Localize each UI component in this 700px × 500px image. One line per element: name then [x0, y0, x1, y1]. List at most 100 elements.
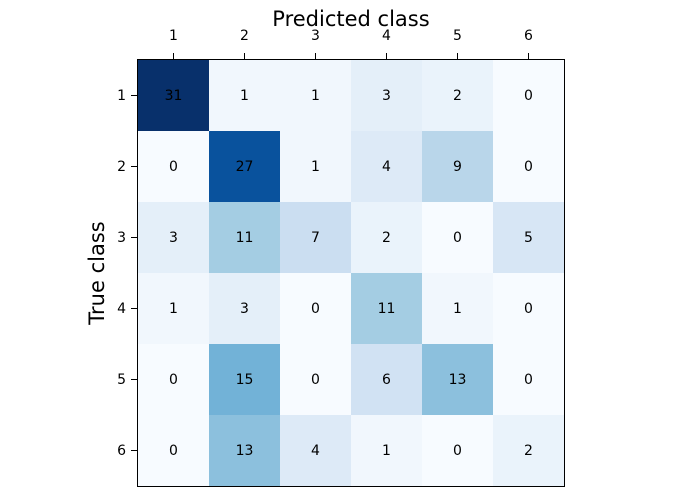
- y-tick-mark: [131, 308, 137, 309]
- x-tick-label: 6: [524, 28, 533, 44]
- y-tick-mark: [131, 95, 137, 96]
- cell-value: 3: [382, 87, 391, 104]
- matrix-cell-r4-c4: 11: [351, 273, 422, 344]
- cell-value: 1: [311, 158, 320, 175]
- matrix-cell-r1-c1: 31: [138, 60, 209, 131]
- matrix-cell-r5-c5: 13: [422, 344, 493, 415]
- cell-value: 0: [169, 158, 178, 175]
- matrix-cell-r5-c6: 0: [493, 344, 564, 415]
- y-tick-mark: [131, 166, 137, 167]
- heatmap-plot-area: 31 1 1 3 2 0 0 27 1 4 9 0 3 11 7 2 0 5 1 3 0 11 1 0 0 15 0 6 13 0 0 13 4…: [137, 59, 565, 487]
- matrix-cell-r4-c1: 1: [138, 273, 209, 344]
- y-tick-label: 6: [117, 442, 126, 459]
- cell-value: 6: [382, 371, 391, 388]
- x-tick-mark: [457, 53, 458, 59]
- matrix-cell-r2-c1: 0: [138, 131, 209, 202]
- x-tick-label: 1: [169, 28, 178, 44]
- cell-value: 7: [311, 229, 320, 246]
- y-tick-label: 5: [117, 371, 126, 388]
- y-tick-label: 4: [117, 300, 126, 317]
- matrix-cell-r2-c4: 4: [351, 131, 422, 202]
- cell-value: 0: [169, 442, 178, 459]
- x-tick-label: 3: [311, 28, 320, 44]
- cell-value: 15: [235, 371, 254, 388]
- matrix-cell-r6-c2: 13: [209, 415, 280, 486]
- cell-value: 0: [524, 158, 533, 175]
- y-tick-mark: [131, 237, 137, 238]
- y-tick-mark: [131, 379, 137, 380]
- matrix-cell-r4-c6: 0: [493, 273, 564, 344]
- cell-value: 0: [524, 371, 533, 388]
- y-tick-label: 1: [117, 87, 126, 104]
- cell-value: 0: [453, 442, 462, 459]
- matrix-cell-r3-c1: 3: [138, 202, 209, 273]
- matrix-cell-r5-c4: 6: [351, 344, 422, 415]
- cell-value: 4: [382, 158, 391, 175]
- cell-value: 3: [240, 300, 249, 317]
- cell-value: 0: [311, 371, 320, 388]
- cell-value: 0: [453, 229, 462, 246]
- cell-value: 5: [524, 229, 533, 246]
- matrix-cell-r1-c3: 1: [280, 60, 351, 131]
- cell-value: 0: [169, 371, 178, 388]
- cell-value: 1: [169, 300, 178, 317]
- matrix-cell-r5-c2: 15: [209, 344, 280, 415]
- cell-value: 2: [382, 229, 391, 246]
- matrix-cell-r3-c5: 0: [422, 202, 493, 273]
- x-tick-mark: [173, 53, 174, 59]
- matrix-cell-r3-c2: 11: [209, 202, 280, 273]
- cell-value: 0: [524, 300, 533, 317]
- cell-value: 2: [524, 442, 533, 459]
- matrix-cell-r1-c6: 0: [493, 60, 564, 131]
- x-tick-mark: [315, 53, 316, 59]
- cell-value: 1: [453, 300, 462, 317]
- cell-value: 0: [524, 87, 533, 104]
- matrix-cell-r6-c1: 0: [138, 415, 209, 486]
- cell-value: 1: [311, 87, 320, 104]
- matrix-cell-r2-c5: 9: [422, 131, 493, 202]
- y-tick-label: 2: [117, 158, 126, 175]
- matrix-cell-r6-c5: 0: [422, 415, 493, 486]
- matrix-cell-r4-c3: 0: [280, 273, 351, 344]
- matrix-cell-r4-c2: 3: [209, 273, 280, 344]
- cell-value: 27: [235, 158, 254, 175]
- cell-value: 4: [311, 442, 320, 459]
- cell-value: 31: [164, 87, 183, 104]
- cell-value: 9: [453, 158, 462, 175]
- cell-value: 1: [240, 87, 249, 104]
- matrix-cell-r1-c5: 2: [422, 60, 493, 131]
- matrix-cell-r6-c6: 2: [493, 415, 564, 486]
- cell-value: 11: [235, 229, 254, 246]
- cell-value: 2: [453, 87, 462, 104]
- x-tick-mark: [386, 53, 387, 59]
- x-tick-label: 5: [453, 28, 462, 44]
- x-tick-label: 4: [382, 28, 391, 44]
- cell-value: 11: [377, 300, 396, 317]
- cell-value: 0: [311, 300, 320, 317]
- x-tick-label: 2: [240, 28, 249, 44]
- y-tick-label: 3: [117, 229, 126, 246]
- matrix-cell-r6-c4: 1: [351, 415, 422, 486]
- x-axis-title: Predicted class: [272, 7, 430, 31]
- matrix-cell-r3-c3: 7: [280, 202, 351, 273]
- cell-value: 1: [382, 442, 391, 459]
- matrix-cell-r1-c4: 3: [351, 60, 422, 131]
- x-tick-mark: [528, 53, 529, 59]
- cell-value: 3: [169, 229, 178, 246]
- matrix-cell-r5-c1: 0: [138, 344, 209, 415]
- matrix-cell-r3-c6: 5: [493, 202, 564, 273]
- y-axis-title: True class: [85, 221, 109, 325]
- matrix-cell-r1-c2: 1: [209, 60, 280, 131]
- x-tick-mark: [244, 53, 245, 59]
- matrix-cell-r5-c3: 0: [280, 344, 351, 415]
- matrix-cell-r2-c2: 27: [209, 131, 280, 202]
- matrix-cell-r2-c6: 0: [493, 131, 564, 202]
- matrix-cell-r3-c4: 2: [351, 202, 422, 273]
- cell-value: 13: [235, 442, 254, 459]
- matrix-cell-r2-c3: 1: [280, 131, 351, 202]
- cell-value: 13: [448, 371, 467, 388]
- y-tick-mark: [131, 450, 137, 451]
- matrix-cell-r4-c5: 1: [422, 273, 493, 344]
- matrix-cell-r6-c3: 4: [280, 415, 351, 486]
